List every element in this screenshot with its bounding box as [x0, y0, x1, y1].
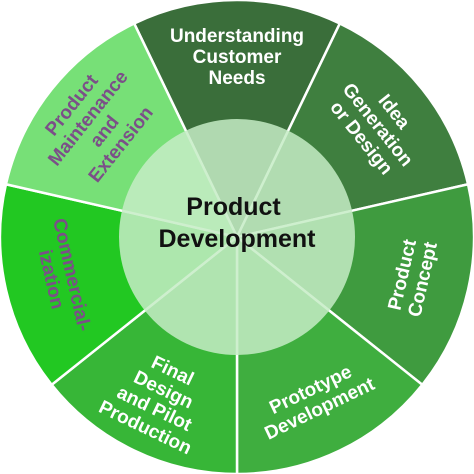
segment-label-line: Customer [193, 47, 282, 68]
segment-label-understanding: Understanding Customer Needs [170, 26, 304, 89]
segment-label-line: Understanding [170, 26, 304, 47]
segment-label-line: Needs [208, 68, 265, 89]
center-hub: Product Development [119, 119, 355, 355]
center-title: Product Development [159, 193, 317, 253]
center-title-line-2: Development [159, 225, 317, 253]
center-title-line-1: Product [186, 193, 281, 221]
segment-understanding [132, 0, 342, 240]
center-circle [119, 119, 355, 355]
segment-label-final: FinalDesignand PilotProduction [95, 340, 222, 459]
